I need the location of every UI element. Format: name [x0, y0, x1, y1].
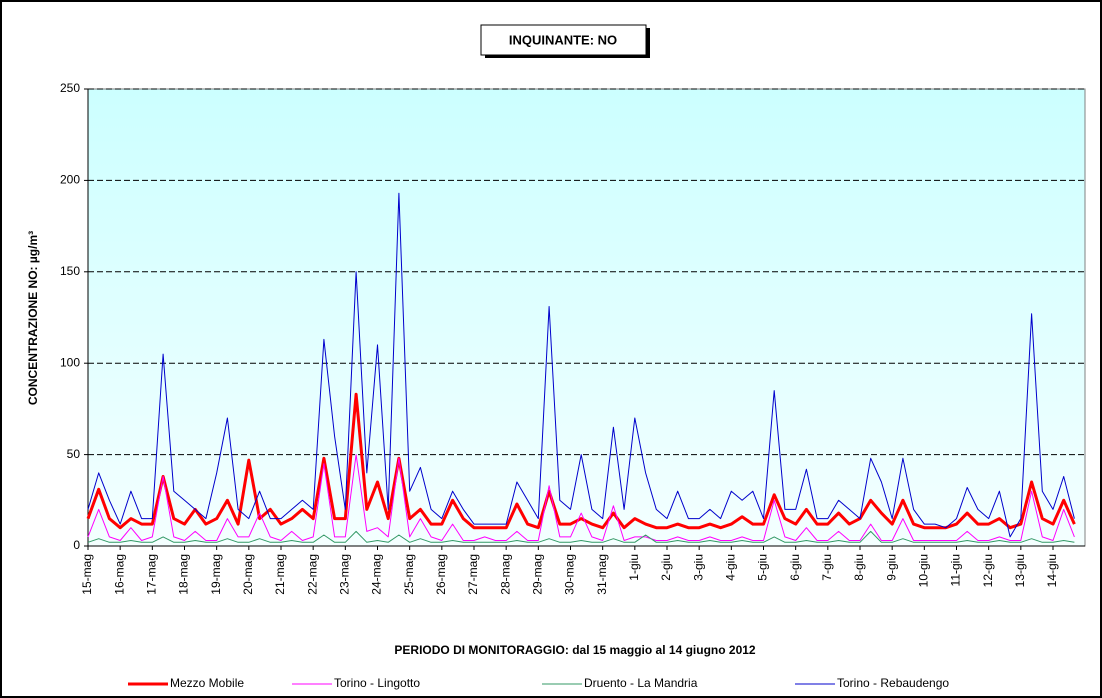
x-tick-label: 25-mag — [402, 554, 416, 595]
x-tick-label: 16-mag — [112, 554, 126, 595]
x-tick-label: 30-mag — [563, 554, 577, 595]
x-tick-label: 14-giu — [1045, 554, 1059, 587]
y-tick-label: 0 — [73, 538, 80, 552]
legend-label: Mezzo Mobile — [170, 676, 244, 690]
x-tick-label: 10-giu — [917, 554, 931, 587]
legend-label: Torino - Rebaudengo — [837, 676, 949, 690]
x-tick-label: 9-giu — [884, 554, 898, 581]
legend-label: Torino - Lingotto — [334, 676, 420, 690]
x-tick-label: 4-giu — [724, 554, 738, 581]
x-tick-label: 8-giu — [852, 554, 866, 581]
x-tick-label: 6-giu — [788, 554, 802, 581]
y-tick-label: 50 — [67, 447, 81, 461]
title-box — [480, 24, 647, 56]
legend-label: Druento - La Mandria — [584, 676, 698, 690]
x-tick-label: 22-mag — [305, 554, 319, 595]
x-tick-label: 31-mag — [595, 554, 609, 595]
series-line — [87, 530, 1075, 543]
x-tick-label: 24-mag — [370, 554, 384, 595]
x-tick-label: 18-mag — [177, 554, 191, 595]
x-tick-label: 27-mag — [466, 554, 480, 595]
y-axis-title: CONCENTRAZIONE NO: µg/m³ — [26, 231, 40, 405]
x-tick-label: 1-giu — [627, 554, 641, 581]
x-tick-label: 15-mag — [80, 554, 94, 595]
x-tick-label: 21-mag — [273, 554, 287, 595]
x-tick-label: 13-giu — [1013, 554, 1027, 587]
x-tick-label: 19-mag — [209, 554, 223, 595]
x-tick-label: 28-mag — [498, 554, 512, 595]
series-line — [86, 392, 1076, 530]
x-tick-label: 26-mag — [434, 554, 448, 595]
plot-area — [87, 88, 1086, 547]
x-tick-label: 3-giu — [691, 554, 705, 581]
series-line — [87, 454, 1075, 541]
y-tick-label: 250 — [60, 81, 80, 95]
x-tick-label: 5-giu — [756, 554, 770, 581]
y-tick-label: 100 — [60, 355, 80, 369]
chart-title: INQUINANTE: NO — [509, 32, 617, 47]
x-tick-label: 20-mag — [241, 554, 255, 595]
x-tick-label: 29-mag — [531, 554, 545, 595]
x-axis-title: PERIODO DI MONITORAGGIO: dal 15 maggio a… — [394, 643, 756, 657]
y-tick-label: 200 — [60, 173, 80, 187]
x-tick-label: 11-giu — [949, 554, 963, 586]
x-tick-label: 2-giu — [659, 554, 673, 581]
x-tick-label: 17-mag — [145, 554, 159, 595]
series-line — [87, 192, 1075, 538]
x-tick-label: 7-giu — [820, 554, 834, 581]
y-tick-label: 150 — [60, 264, 80, 278]
x-tick-label: 12-giu — [981, 554, 995, 587]
x-tick-label: 23-mag — [338, 554, 352, 595]
